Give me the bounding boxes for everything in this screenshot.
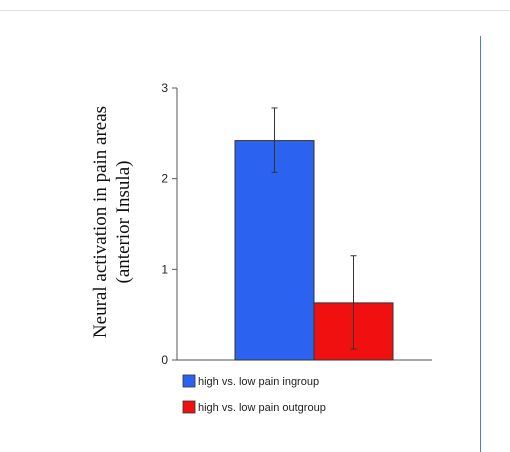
legend-swatch-2 [182, 400, 196, 414]
right-divider-line [480, 36, 481, 452]
plot-area: 0 1 2 3 [161, 81, 432, 367]
y-tick-label: 2 [161, 172, 168, 186]
bar-1 [234, 140, 315, 361]
legend: high vs. low pain ingroup high vs. low pa… [182, 374, 326, 414]
top-divider-line [0, 10, 510, 11]
legend-swatch-1 [182, 374, 196, 388]
y-tick-label: 3 [161, 81, 168, 95]
y-tick-label: 1 [161, 262, 168, 276]
legend-label-2: high vs. low pain outgroup [198, 402, 326, 414]
y-axis-title-line-2: (anterior Insula) [113, 161, 134, 284]
legend-label-1: high vs. low pain ingroup [198, 376, 319, 388]
y-axis-title: Neural activation in pain areas (anterio… [90, 106, 134, 338]
y-axis-title-line-1: Neural activation in pain areas [90, 106, 111, 338]
y-tick-label: 0 [161, 353, 168, 367]
